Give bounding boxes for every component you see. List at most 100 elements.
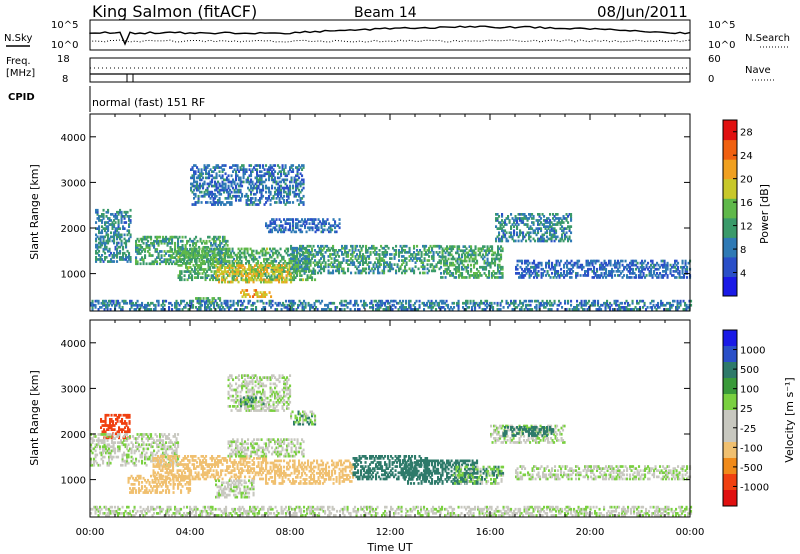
range-time-cell bbox=[128, 217, 131, 220]
range-time-cell bbox=[194, 272, 197, 275]
range-time-cell bbox=[200, 172, 203, 176]
range-time-cell bbox=[618, 270, 621, 273]
range-time-cell bbox=[310, 306, 313, 309]
range-time-cell bbox=[404, 271, 407, 275]
range-time-cell bbox=[266, 186, 269, 190]
range-time-cell bbox=[576, 303, 579, 307]
range-time-cell bbox=[266, 170, 269, 173]
range-time-cell bbox=[284, 178, 287, 182]
range-time-cell bbox=[257, 178, 260, 182]
range-time-cell bbox=[301, 178, 304, 182]
range-time-cell bbox=[269, 224, 272, 228]
range-time-cell bbox=[323, 228, 326, 232]
range-time-cell bbox=[517, 235, 520, 239]
range-time-cell bbox=[231, 272, 234, 276]
range-time-cell bbox=[242, 168, 245, 171]
range-time-cell bbox=[303, 246, 306, 250]
range-time-cell bbox=[378, 303, 381, 307]
range-time-cell bbox=[249, 276, 252, 280]
range-time-cell bbox=[437, 261, 440, 264]
range-time-cell bbox=[375, 299, 378, 303]
range-time-cell bbox=[305, 220, 308, 223]
range-time-cell bbox=[180, 257, 183, 261]
range-time-cell bbox=[256, 174, 259, 178]
range-time-cell bbox=[551, 263, 554, 267]
range-time-cell bbox=[360, 271, 363, 275]
range-time-cell bbox=[281, 276, 284, 280]
range-time-cell bbox=[208, 308, 211, 311]
range-time-cell bbox=[228, 266, 231, 269]
range-time-cell bbox=[573, 263, 576, 267]
range-time-cell bbox=[203, 268, 206, 271]
range-time-cell bbox=[627, 265, 630, 269]
range-time-cell bbox=[302, 267, 305, 271]
range-time-cell bbox=[227, 197, 230, 200]
range-time-cell bbox=[105, 233, 108, 237]
range-time-cell bbox=[546, 225, 549, 228]
range-time-cell bbox=[306, 267, 309, 271]
range-time-cell bbox=[615, 261, 618, 265]
range-time-cell bbox=[452, 257, 455, 261]
range-time-cell bbox=[205, 239, 208, 243]
range-time-cell bbox=[347, 259, 350, 262]
range-time-cell bbox=[278, 280, 281, 284]
range-time-cell bbox=[462, 259, 465, 263]
range-time-cell bbox=[220, 188, 223, 192]
range-time-cell bbox=[621, 276, 624, 279]
range-time-cell bbox=[290, 280, 293, 284]
range-time-cell bbox=[231, 266, 234, 269]
range-time-cell bbox=[141, 250, 144, 253]
range-time-cell bbox=[642, 261, 645, 265]
range-time-cell bbox=[265, 293, 268, 296]
range-time-cell bbox=[596, 267, 599, 271]
range-time-cell bbox=[314, 249, 317, 252]
range-time-cell bbox=[623, 274, 626, 277]
range-time-cell bbox=[369, 261, 372, 264]
range-time-cell bbox=[621, 270, 624, 273]
range-time-cell bbox=[546, 272, 549, 275]
range-time-cell bbox=[157, 244, 160, 247]
range-time-cell bbox=[247, 197, 250, 200]
range-time-cell bbox=[194, 253, 197, 257]
range-time-cell bbox=[641, 263, 644, 267]
range-time-cell bbox=[102, 241, 105, 245]
range-time-cell bbox=[522, 217, 525, 220]
range-time-cell bbox=[370, 306, 373, 309]
range-time-cell bbox=[279, 264, 282, 267]
range-time-cell bbox=[492, 270, 495, 273]
range-time-cell bbox=[236, 164, 239, 167]
range-time-cell bbox=[165, 237, 168, 241]
range-time-cell bbox=[270, 301, 273, 305]
range-time-cell bbox=[585, 270, 588, 273]
range-time-cell bbox=[637, 308, 640, 311]
range-time-cell bbox=[280, 201, 283, 204]
range-time-cell bbox=[411, 253, 414, 256]
range-time-cell bbox=[192, 270, 195, 273]
range-time-cell bbox=[232, 178, 235, 182]
range-time-cell bbox=[526, 308, 529, 311]
range-time-cell bbox=[234, 308, 237, 311]
range-time-cell bbox=[428, 251, 431, 254]
range-time-cell bbox=[290, 261, 293, 264]
range-time-cell bbox=[312, 261, 315, 264]
range-time-cell bbox=[404, 244, 407, 248]
range-time-cell bbox=[290, 164, 293, 167]
range-time-cell bbox=[141, 246, 144, 249]
range-time-cell bbox=[417, 308, 420, 311]
range-time-cell bbox=[309, 308, 312, 311]
range-time-cell bbox=[208, 184, 211, 188]
range-time-cell bbox=[166, 237, 169, 241]
range-time-cell bbox=[196, 166, 199, 169]
range-time-cell bbox=[148, 308, 151, 311]
range-time-cell bbox=[395, 249, 398, 252]
range-time-cell bbox=[372, 271, 375, 275]
range-time-cell bbox=[212, 192, 215, 196]
range-time-cell bbox=[366, 255, 369, 258]
range-time-cell bbox=[455, 276, 458, 279]
range-time-cell bbox=[177, 250, 180, 253]
range-time-cell bbox=[282, 270, 285, 273]
range-time-cell bbox=[546, 303, 549, 307]
range-time-cell bbox=[123, 237, 126, 241]
range-time-cell bbox=[191, 274, 194, 277]
range-time-cell bbox=[300, 244, 303, 248]
